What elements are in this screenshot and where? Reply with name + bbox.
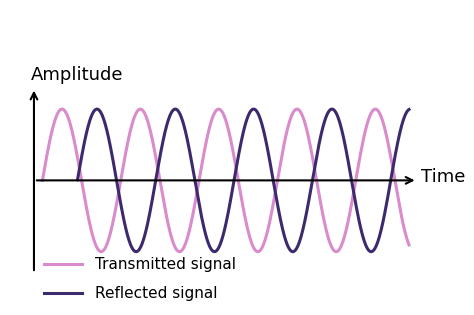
Text: Amplitude: Amplitude: [31, 66, 124, 84]
Text: Time: Time: [421, 168, 466, 186]
Legend: Transmitted signal, Reflected signal: Transmitted signal, Reflected signal: [44, 257, 236, 301]
